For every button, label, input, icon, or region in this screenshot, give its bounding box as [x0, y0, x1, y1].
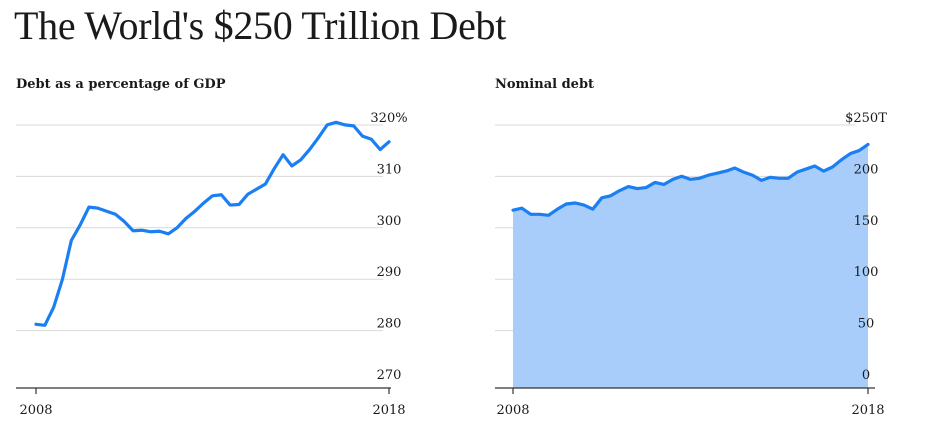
nominal-y-tick-label: 100 — [854, 265, 879, 280]
gdp-x-tick-label: 2018 — [372, 403, 405, 418]
page-title: The World's $250 Trillion Debt — [14, 3, 507, 48]
gdp-x-tick-label: 2008 — [19, 403, 52, 418]
nominal-y-tick-label: 200 — [854, 162, 879, 177]
nominal-area-fill — [513, 144, 868, 388]
nominal-series-line — [511, 142, 870, 217]
gdp-series-line — [34, 120, 391, 327]
gdp-y-tick-label: 320% — [370, 111, 407, 126]
nominal-x-tick-label: 2008 — [496, 403, 529, 418]
nominal-y-tick-label: 0 — [862, 368, 870, 383]
chart-nominal-debt: 0 50 100 150 200 $250T 2008 2018 — [495, 111, 887, 418]
chart-debt-gdp: 270 280 290 300 310 320% 2008 2018 — [16, 111, 408, 418]
chart-title-debt-gdp: Debt as a percentage of GDP — [16, 77, 226, 92]
gdp-y-tick-label: 270 — [377, 368, 402, 383]
gdp-y-tick-label: 290 — [377, 265, 402, 280]
gdp-y-tick-label: 280 — [377, 317, 402, 332]
gdp-y-tick-label: 300 — [377, 214, 402, 229]
nominal-y-tick-label: 150 — [854, 214, 879, 229]
nominal-y-tick-label: 50 — [858, 317, 875, 332]
chart-title-nominal-debt: Nominal debt — [495, 77, 595, 92]
gdp-y-tick-label: 310 — [377, 162, 402, 177]
nominal-x-tick-label: 2018 — [851, 403, 884, 418]
nominal-y-tick-label: $250T — [845, 111, 887, 126]
